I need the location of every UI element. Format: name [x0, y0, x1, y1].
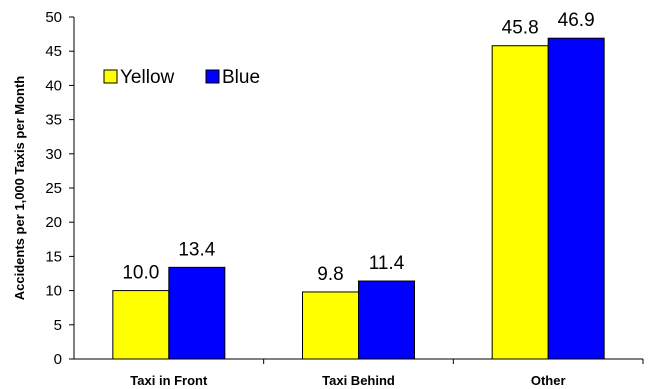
- data-label-blue-2: 46.9: [558, 10, 595, 31]
- legend-label-blue: Blue: [222, 67, 260, 88]
- data-label-yellow-0: 10.0: [122, 263, 159, 284]
- data-label-blue-0: 13.4: [178, 239, 215, 260]
- y-tick-label: 5: [54, 317, 62, 334]
- data-label-yellow-2: 45.8: [502, 18, 539, 39]
- bar-blue-1: [358, 280, 415, 360]
- y-tick-label: 50: [45, 9, 62, 26]
- y-tick-label: 35: [45, 112, 62, 129]
- x-category-label: Taxi Behind: [322, 373, 395, 388]
- x-category-label: Other: [531, 373, 566, 388]
- x-category-label: Taxi in Front: [130, 373, 208, 388]
- bar-blue-0: [168, 266, 226, 360]
- y-axis-label: Accidents per 1,000 Taxis per Month: [12, 76, 27, 300]
- y-tick-label: 15: [45, 248, 62, 265]
- legend-swatch-blue: [205, 69, 220, 84]
- data-label-yellow-1: 9.8: [317, 264, 343, 285]
- bar-blue-2: [547, 37, 605, 360]
- bar-yellow-2: [491, 45, 549, 360]
- bar-yellow-1: [302, 291, 359, 360]
- y-tick-label: 25: [45, 180, 62, 197]
- y-tick-label: 0: [54, 351, 62, 368]
- legend-swatch-yellow: [103, 69, 118, 84]
- legend: Yellow Blue: [103, 67, 260, 88]
- y-tick-label: 30: [45, 146, 62, 163]
- y-tick-label: 10: [45, 283, 62, 300]
- y-tick-label: 45: [45, 43, 62, 60]
- legend-label-yellow: Yellow: [120, 67, 175, 88]
- y-tick-label: 40: [45, 77, 62, 94]
- bar-yellow-0: [112, 290, 170, 360]
- y-tick-label: 20: [45, 214, 62, 231]
- data-label-blue-1: 11.4: [369, 253, 405, 274]
